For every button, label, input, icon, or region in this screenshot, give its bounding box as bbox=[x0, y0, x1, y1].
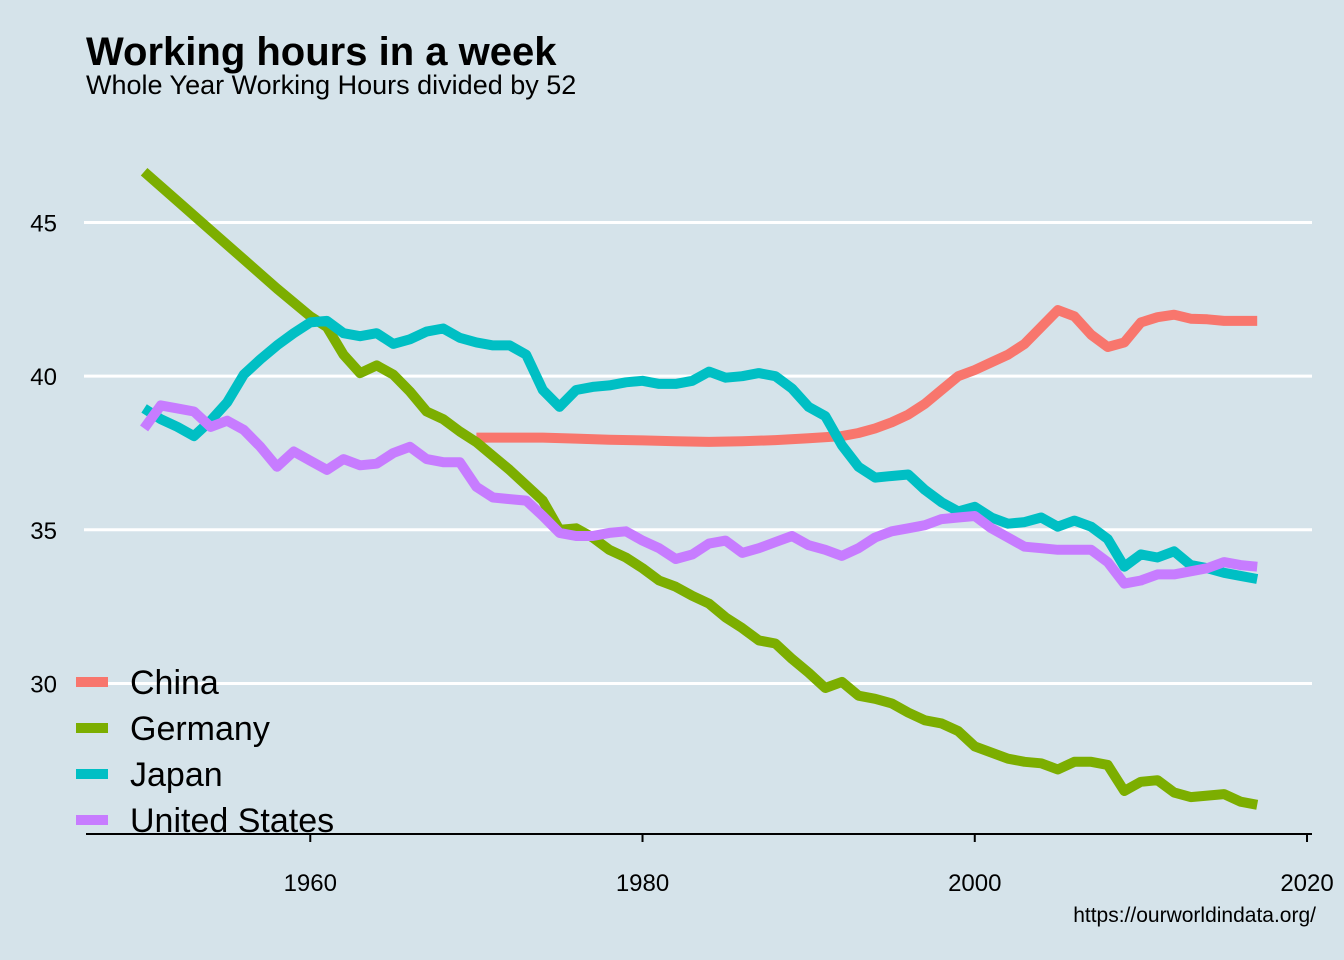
y-tick-label: 30 bbox=[30, 671, 57, 698]
legend-label-germany: Germany bbox=[130, 710, 270, 748]
series-line-china bbox=[476, 305, 1258, 447]
source-caption: https://ourworldindata.org/ bbox=[1073, 904, 1316, 927]
legend-label-china: China bbox=[130, 664, 219, 702]
chart-title: Working hours in a week bbox=[86, 30, 557, 74]
x-tick-label: 2020 bbox=[1280, 870, 1333, 897]
legend-label-united-states: United States bbox=[130, 802, 334, 840]
y-tick-label: 35 bbox=[30, 518, 57, 545]
x-tick-label: 1960 bbox=[284, 870, 337, 897]
series-line-japan bbox=[141, 315, 1259, 584]
series-line-germany bbox=[140, 168, 1259, 810]
series-line-united-states bbox=[140, 400, 1258, 589]
legend-label-japan: Japan bbox=[130, 756, 223, 794]
y-tick-label: 40 bbox=[30, 364, 57, 391]
y-tick-label: 45 bbox=[30, 211, 57, 238]
chart-subtitle: Whole Year Working Hours divided by 52 bbox=[86, 70, 577, 100]
x-tick-label: 2000 bbox=[948, 870, 1001, 897]
x-tick-label: 1980 bbox=[616, 870, 669, 897]
